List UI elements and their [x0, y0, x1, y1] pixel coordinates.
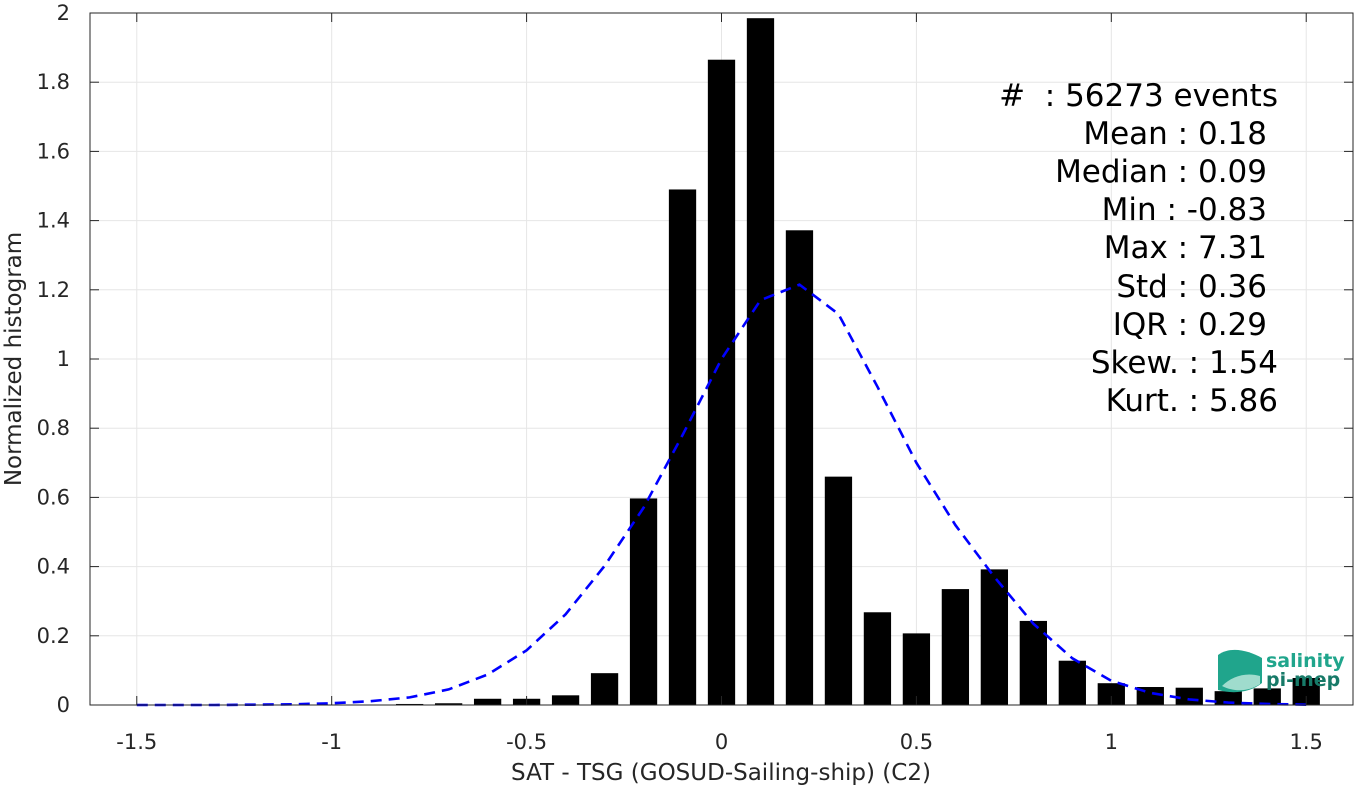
- stat-max: Max : 7.31: [1104, 230, 1267, 266]
- y-tick-label: 1: [57, 347, 70, 371]
- histogram-bar: [1175, 687, 1203, 705]
- histogram-bar: [746, 18, 775, 705]
- histogram-bar: [434, 703, 463, 705]
- x-tick-label: 0: [715, 730, 728, 754]
- salinity-pi-mep-logo: salinity pi-mep: [1218, 649, 1345, 693]
- stat-events: # : 56273 events: [999, 78, 1278, 114]
- axes: [89, 12, 1354, 706]
- y-tick-label: 0.4: [37, 555, 70, 579]
- histogram-bar: [1097, 683, 1125, 705]
- histogram-bars: [396, 18, 1320, 705]
- y-tick-label: 1.2: [37, 278, 70, 302]
- histogram-bar: [1058, 660, 1086, 705]
- histogram-bar: [824, 476, 853, 705]
- y-tick-label: 0.8: [37, 416, 70, 440]
- stat-skew: Skew. : 1.54: [1091, 345, 1278, 381]
- histogram-bar: [902, 633, 931, 705]
- stat-mean: Mean : 0.18: [1083, 116, 1267, 152]
- x-tick-label: 1: [1105, 730, 1118, 754]
- histogram-bar: [473, 698, 502, 705]
- stat-std: Std : 0.36: [1116, 269, 1267, 305]
- y-tick-label: 1.6: [37, 139, 70, 163]
- y-tick-label: 1.8: [37, 70, 70, 94]
- y-tick-label: 0.6: [37, 485, 70, 509]
- x-tick-label: 0.5: [900, 730, 933, 754]
- histogram-bar: [551, 695, 580, 705]
- histogram-bar: [863, 612, 892, 705]
- stats-box: # : 56273 events Mean : 0.18 Median : 0.…: [999, 78, 1278, 419]
- x-tick-labels: -1.5 -1 -0.5 0 0.5 1 1.5: [116, 730, 1323, 754]
- x-tick-label: -0.5: [506, 730, 547, 754]
- x-tick-label: -1.5: [116, 730, 157, 754]
- histogram-bar: [1253, 688, 1281, 705]
- histogram-bar: [629, 498, 658, 705]
- logo-wave-highlight: [1222, 674, 1260, 691]
- histogram-bar: [668, 189, 697, 705]
- histogram-bar: [707, 59, 736, 705]
- y-tick-label: 1.4: [37, 209, 70, 233]
- stat-min: Min : -0.83: [1102, 192, 1267, 228]
- histogram-bar: [785, 230, 814, 705]
- y-tick-label: 2: [57, 1, 70, 25]
- histogram-bar: [1019, 620, 1047, 705]
- y-tick-label: 0.2: [37, 624, 70, 648]
- histogram-bar: [1214, 691, 1242, 705]
- histogram-bar: [396, 703, 424, 705]
- histogram-bar: [941, 589, 970, 705]
- logo-text-pi-mep: pi-mep: [1266, 669, 1340, 691]
- histogram-bar: [980, 569, 1009, 705]
- y-tick-label: 0: [57, 693, 70, 717]
- x-axis-label: SAT - TSG (GOSUD-Sailing-ship) (C2): [511, 760, 931, 786]
- stat-iqr: IQR : 0.29: [1113, 307, 1267, 343]
- logo-text-salinity: salinity: [1266, 650, 1345, 672]
- stat-median: Median : 0.09: [1055, 154, 1267, 190]
- y-axis-label: Normalized histogram: [1, 232, 27, 486]
- y-tick-labels: 0 0.2 0.4 0.6 0.8 1 1.2 1.4 1.6 1.8 2: [37, 1, 70, 717]
- x-tick-label: 1.5: [1290, 730, 1323, 754]
- histogram-bar: [590, 673, 619, 705]
- x-tick-label: -1: [321, 730, 342, 754]
- stat-kurt: Kurt. : 5.86: [1106, 383, 1278, 419]
